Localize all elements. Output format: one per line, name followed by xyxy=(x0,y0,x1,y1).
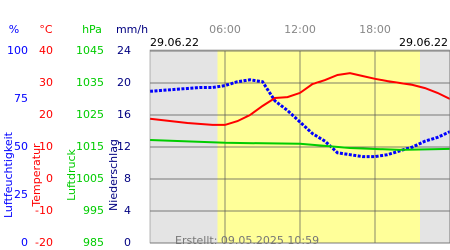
axis-label: Luftfeuchtigkeit xyxy=(2,131,15,218)
y-tick-label: 75 xyxy=(14,92,28,105)
axis-label: Luftdruck xyxy=(65,148,78,200)
axis-label: Niederschlag xyxy=(107,139,120,211)
y-tick-label: 20 xyxy=(39,108,53,121)
x-tick-label: 12:00 xyxy=(284,23,316,36)
series-line xyxy=(149,72,450,126)
y-tick-label: 30 xyxy=(39,76,53,89)
y-tick-label: 24 xyxy=(117,44,131,57)
y-tick-label: 10 xyxy=(39,140,53,153)
y-tick-label: 100 xyxy=(7,44,28,57)
y-tick-label: 0 xyxy=(46,172,53,185)
created-note: Erstellt: 09.05.2025 10:59 xyxy=(175,234,319,247)
y-tick-label: 1035 xyxy=(76,76,104,89)
date-right: 29.06.22 xyxy=(399,36,448,49)
y-tick-label: 40 xyxy=(39,44,53,57)
axis-unit: hPa xyxy=(82,23,102,36)
axis-unit: % xyxy=(9,23,19,36)
x-tick-label: 06:00 xyxy=(209,23,241,36)
y-tick-label: 1025 xyxy=(76,108,104,121)
y-tick-label: -10 xyxy=(35,204,53,217)
y-tick-label: 8 xyxy=(124,172,131,185)
y-tick-label: 50 xyxy=(14,140,28,153)
axis-unit: °C xyxy=(39,23,53,36)
y-tick-label: 25 xyxy=(14,188,28,201)
y-tick-label: 985 xyxy=(83,236,104,249)
axis-label: Temperatur xyxy=(30,143,43,208)
y-tick-label: -20 xyxy=(35,236,53,249)
series-line xyxy=(149,139,450,151)
y-tick-label: 995 xyxy=(83,204,104,217)
y-tick-label: 1045 xyxy=(76,44,104,57)
y-tick-label: 0 xyxy=(124,236,131,249)
y-tick-label: 1015 xyxy=(76,140,104,153)
y-tick-label: 20 xyxy=(117,76,131,89)
y-tick-label: 1005 xyxy=(76,172,104,185)
y-tick-label: 0 xyxy=(21,236,28,249)
y-tick-label: 16 xyxy=(117,108,131,121)
y-tick-label: 12 xyxy=(117,140,131,153)
y-tick-label: 4 xyxy=(124,204,131,217)
axis-unit: mm/h xyxy=(116,23,148,36)
date-left: 29.06.22 xyxy=(150,36,199,49)
x-tick-label: 18:00 xyxy=(359,23,391,36)
